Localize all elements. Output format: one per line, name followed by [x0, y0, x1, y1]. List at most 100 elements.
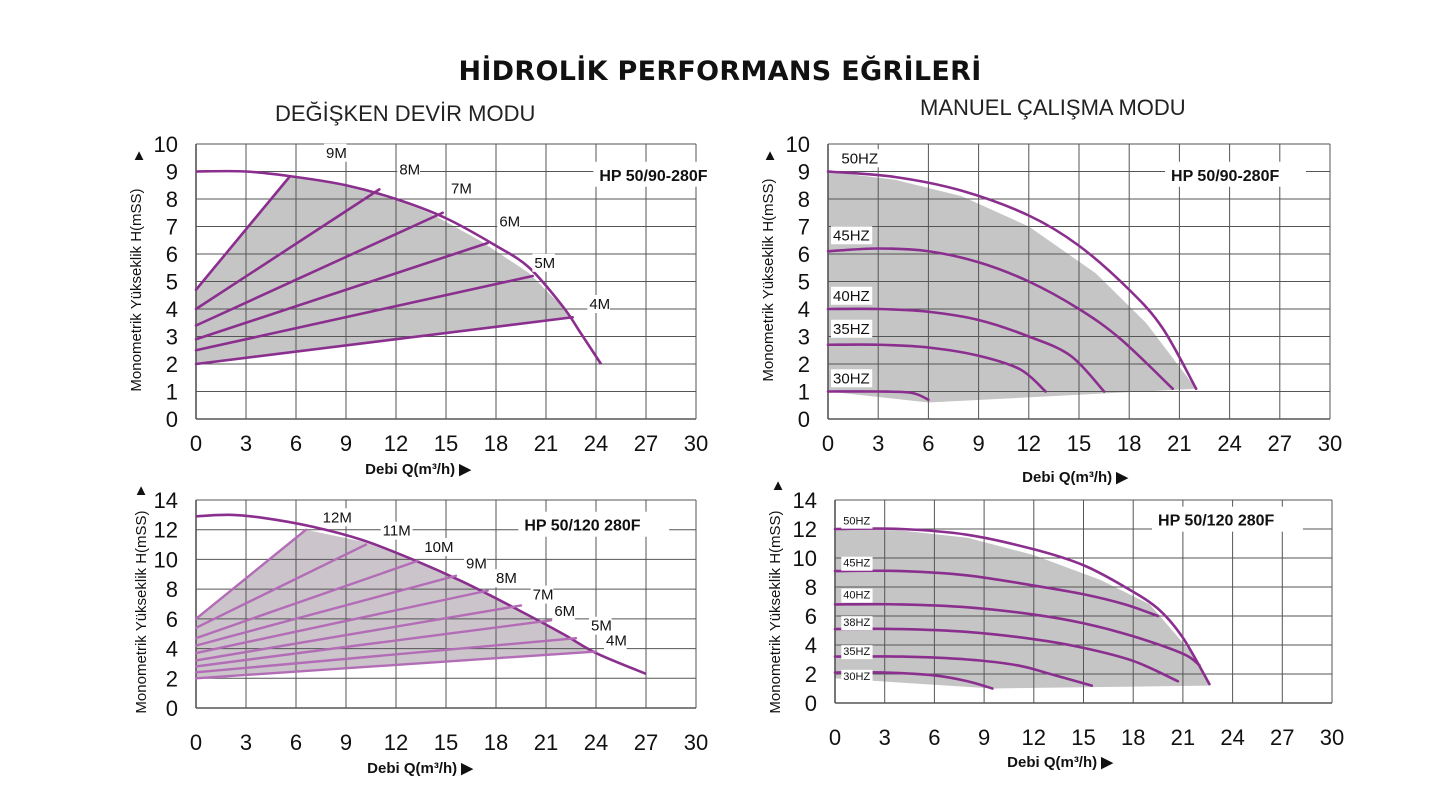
series-curve-35hz [833, 655, 1094, 687]
y-tick-label: 6 [798, 242, 810, 267]
series-label-38hz: 38HZ [843, 617, 870, 629]
series-curve-12m [194, 528, 308, 621]
series-label-bg [380, 521, 413, 540]
y-tick-label: 14 [793, 488, 817, 513]
series-label-bg [422, 538, 455, 556]
y-tick-label: 5 [166, 270, 178, 295]
series-label-8m: 8M [399, 161, 420, 178]
y-tick-label: 8 [166, 187, 178, 212]
series-label-35hz: 35HZ [833, 321, 870, 338]
y-tick-label: 8 [805, 575, 817, 600]
y-tick-label: 7 [166, 215, 178, 240]
series-label-bg [587, 295, 610, 313]
series-curve-11m [194, 543, 368, 629]
series-curve-50hz [826, 170, 1198, 391]
series-curve-50hz [833, 527, 1211, 686]
y-tick-label: 12 [793, 517, 817, 542]
series-curve-7m [194, 604, 523, 662]
y-axis-label: Monometrik Yükseklik H(mSS) [128, 188, 145, 391]
series-label-bg [530, 585, 554, 604]
y-tick-label: 12 [154, 518, 178, 543]
operating-area [196, 177, 573, 364]
x-tick-label: 9 [978, 725, 990, 750]
x-tick-label: 0 [190, 730, 202, 755]
series-label-4m: 4M [606, 633, 627, 650]
x-tick-label: 0 [190, 431, 202, 456]
x-tick-label: 12 [384, 431, 408, 456]
series-label-bg [839, 149, 881, 168]
series-label-bg [589, 616, 612, 635]
x-tick-label: 6 [290, 730, 302, 755]
series-label-30hz: 30HZ [833, 370, 870, 387]
series-curve-6m [194, 241, 489, 341]
series-label-4m: 4M [589, 296, 610, 313]
x-tick-label: 27 [634, 431, 658, 456]
y-tick-label: 0 [805, 691, 817, 716]
x-tick-label: 3 [872, 431, 884, 456]
y-axis-label: Monometrik Yükseklik H(mSS) [133, 510, 150, 713]
y-axis-arrow: ▲ [134, 482, 149, 499]
y-axis-arrow: ▲ [771, 477, 786, 494]
x-tick-label: 30 [1320, 725, 1344, 750]
y-tick-label: 8 [798, 187, 810, 212]
series-curve-8m [194, 188, 381, 311]
x-tick-label: 30 [684, 431, 708, 456]
x-tick-label: 12 [1017, 431, 1041, 456]
y-tick-label: 2 [166, 352, 178, 377]
model-title: HP 50/120 280F [1158, 513, 1274, 530]
series-curve-40hz [833, 602, 1201, 667]
series-label-45hz: 45HZ [843, 558, 870, 570]
model-title-bg [1152, 506, 1303, 532]
y-axis-label: Monometrik Yükseklik H(mSS) [760, 178, 777, 381]
x-axis-label: Debi Q(m³/h) ▶ [365, 461, 472, 478]
x-tick-label: 21 [534, 431, 558, 456]
y-tick-label: 10 [154, 547, 178, 572]
y-axis-label: Monometrik Yükseklik H(mSS) [767, 510, 784, 713]
series-label-bg [841, 669, 873, 684]
series-curve-40hz [826, 307, 1106, 393]
max-envelope-curve [195, 513, 647, 676]
x-tick-label: 27 [1268, 431, 1292, 456]
model-title-bg [1165, 161, 1306, 187]
x-tick-label: 24 [584, 431, 608, 456]
x-tick-label: 27 [634, 730, 658, 755]
series-label-bg [449, 179, 472, 198]
series-label-8m: 8M [496, 570, 517, 587]
series-curve-4m [194, 315, 574, 366]
max-envelope-curve [195, 169, 603, 365]
series-label-bg [841, 514, 873, 529]
series-label-6m: 6M [499, 214, 520, 231]
x-tick-label: 15 [1067, 431, 1091, 456]
series-label-10m: 10M [424, 539, 453, 556]
x-tick-label: 18 [1117, 431, 1141, 456]
series-curve-35hz [826, 343, 1047, 393]
series-label-35hz: 35HZ [843, 646, 870, 658]
x-tick-label: 15 [434, 730, 458, 755]
series-curve-4m [194, 650, 598, 680]
series-label-bg [831, 226, 873, 245]
x-tick-label: 3 [879, 725, 891, 750]
series-label-11m: 11M [383, 523, 411, 540]
y-tick-label: 0 [166, 696, 178, 721]
y-tick-label: 0 [166, 407, 178, 432]
operating-area [835, 529, 1210, 689]
y-tick-label: 10 [154, 132, 178, 157]
y-tick-label: 1 [798, 380, 810, 405]
x-tick-label: 21 [1171, 725, 1195, 750]
y-tick-label: 2 [166, 666, 178, 691]
series-label-bg [831, 369, 873, 388]
x-tick-label: 18 [484, 431, 508, 456]
section-title-manual-mode: MANUEL ÇALIŞMA MODU [920, 95, 1186, 120]
series-curve-5m [194, 274, 534, 352]
y-tick-label: 9 [798, 160, 810, 185]
operating-area [828, 171, 1197, 403]
x-tick-label: 6 [290, 431, 302, 456]
series-label-5m: 5M [534, 255, 555, 272]
series-label-30hz: 30HZ [843, 671, 870, 683]
chart-panel-1: 0 3 6 9 12 15 18 21 24 27 3001234567891050HZ45HZ40… [760, 132, 1342, 486]
x-tick-label: 0 [829, 725, 841, 750]
main-title: HİDROLİK PERFORMANS EĞRİLERİ [458, 56, 982, 87]
y-tick-label: 2 [798, 352, 810, 377]
x-axis-label: Debi Q(m³/h) ▶ [1007, 754, 1114, 771]
x-axis-label: Debi Q(m³/h) ▶ [367, 760, 474, 777]
